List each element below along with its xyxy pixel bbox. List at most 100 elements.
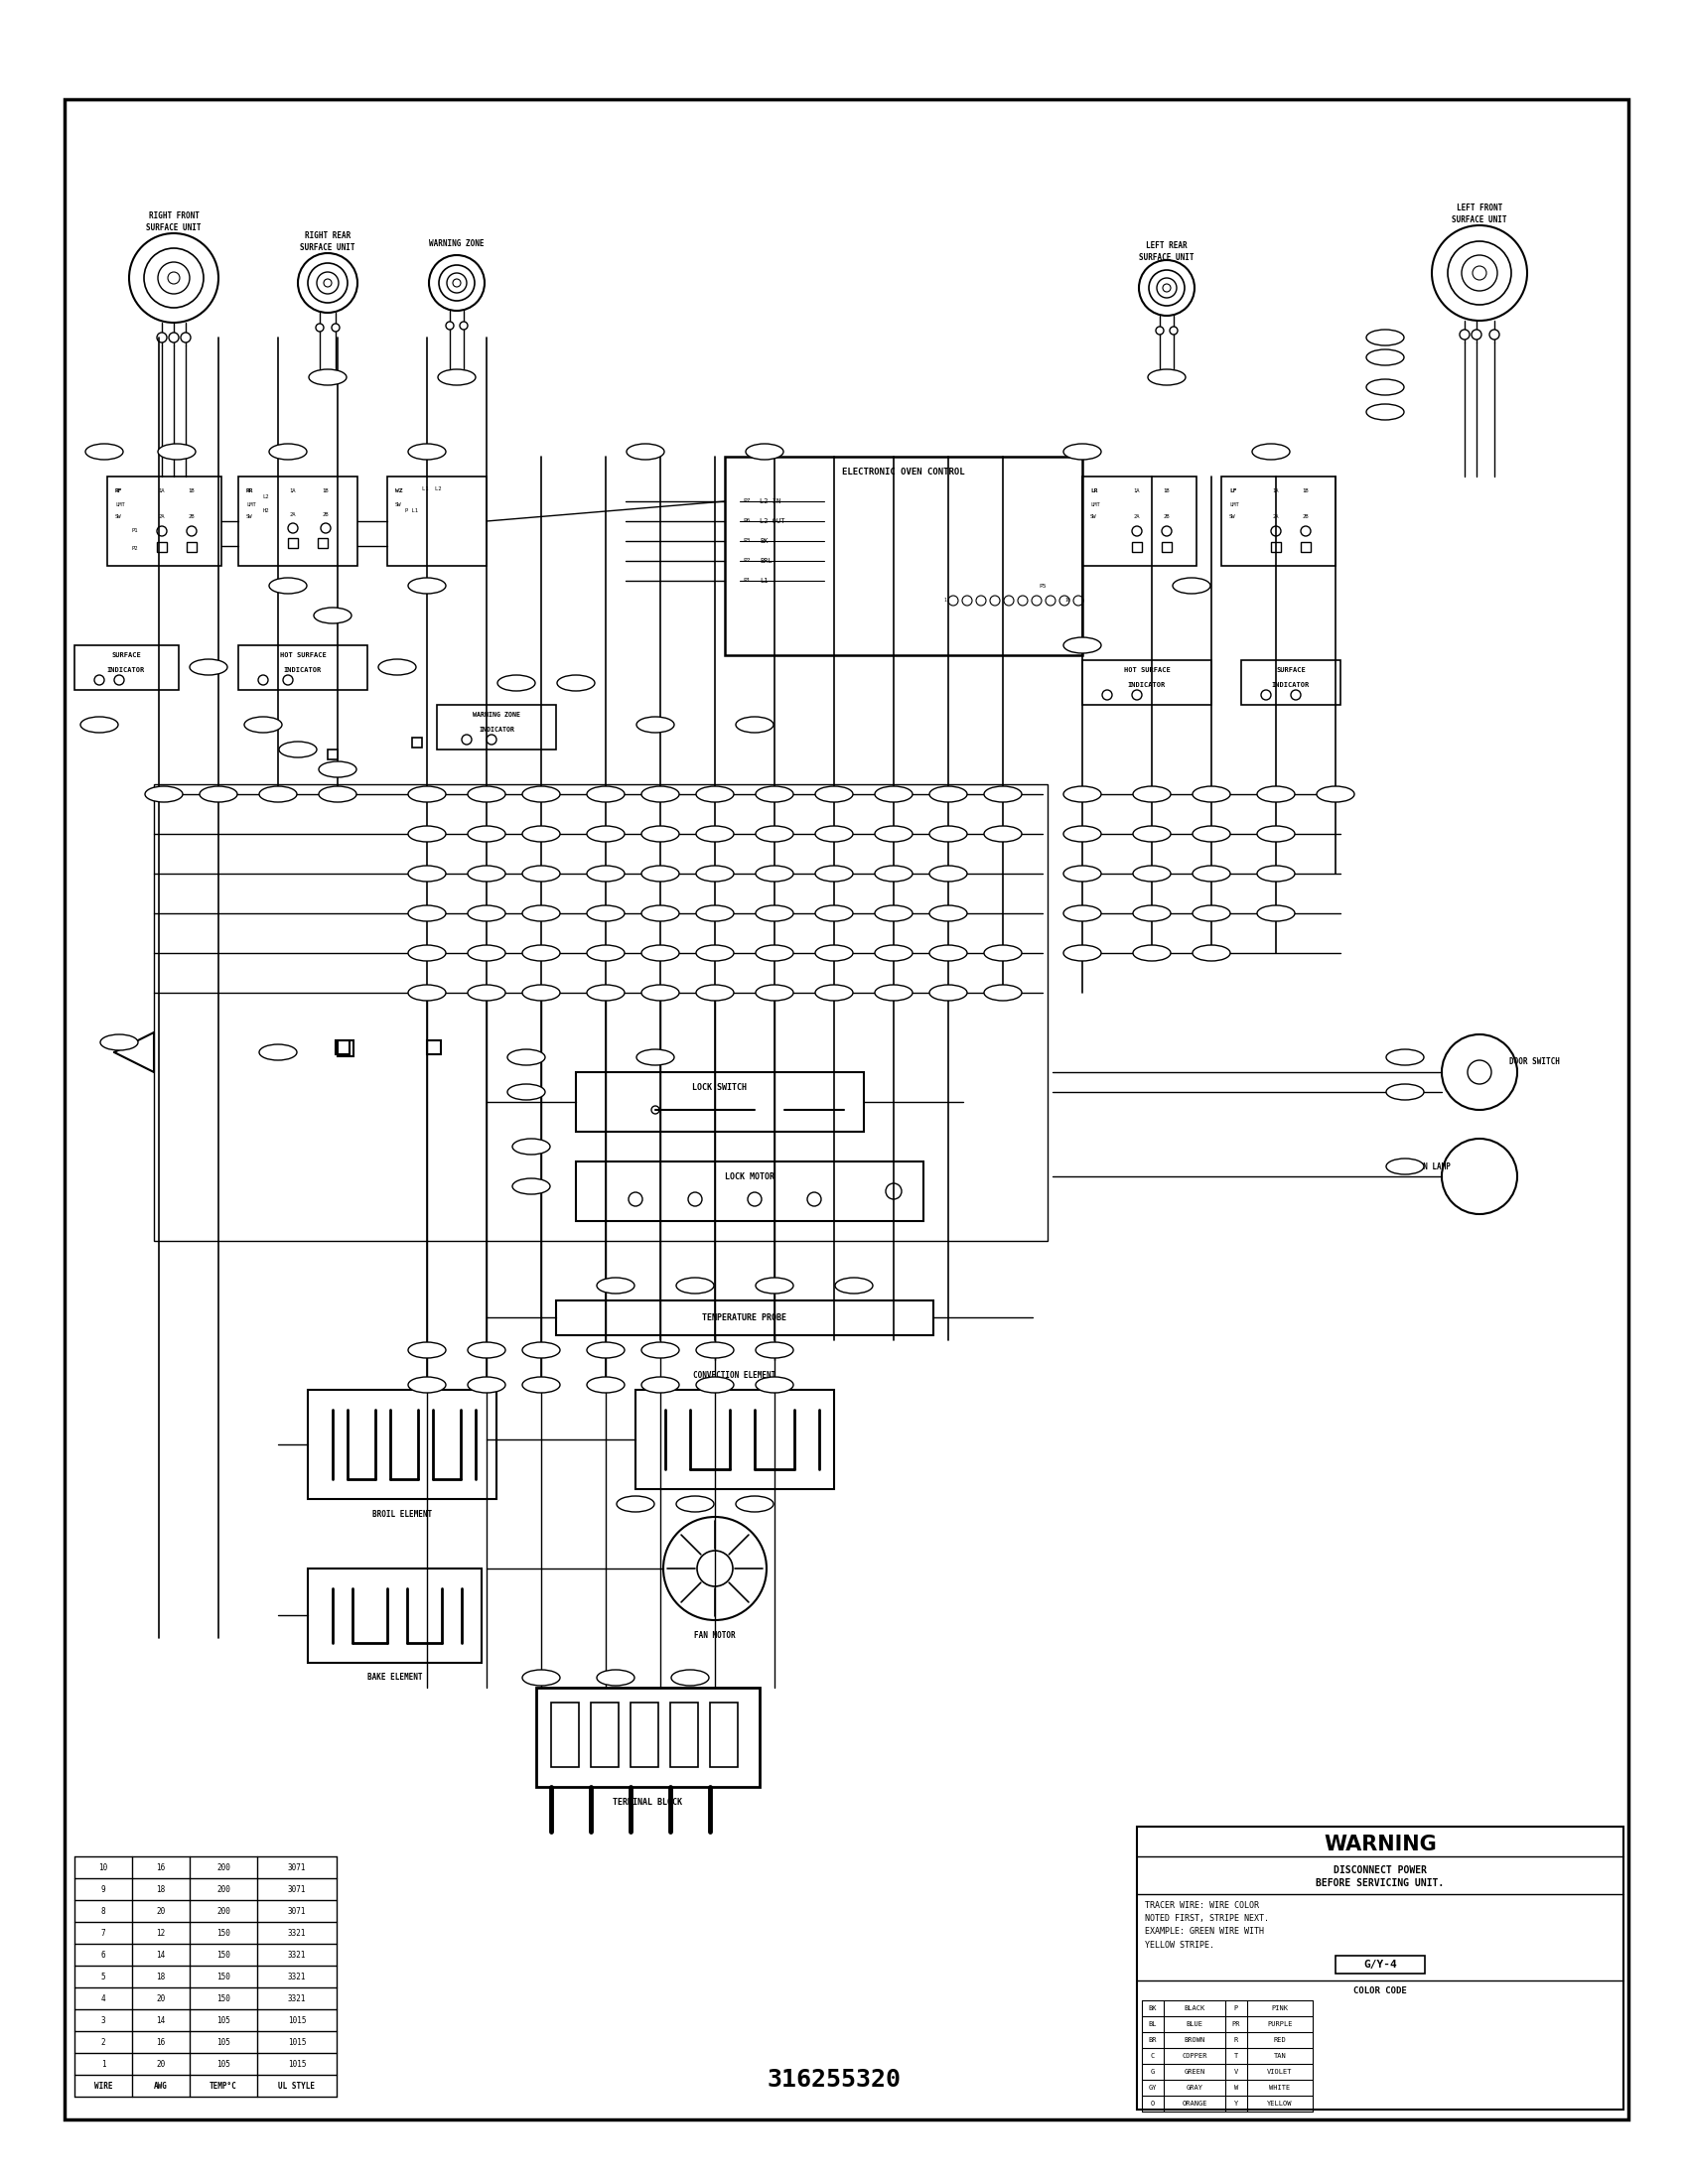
- Ellipse shape: [1133, 826, 1171, 841]
- Text: 105: 105: [216, 2038, 230, 2046]
- Text: P7: P7: [743, 498, 749, 505]
- Text: NOTED FIRST, STRIPE NEXT.: NOTED FIRST, STRIPE NEXT.: [1144, 1915, 1269, 1924]
- Bar: [711, 1704, 738, 1767]
- Text: 3321: 3321: [287, 1972, 306, 1981]
- Text: BK-9: BK-9: [1075, 642, 1089, 649]
- Text: BL/W-10: BL/W-10: [1376, 384, 1396, 389]
- Ellipse shape: [1192, 786, 1231, 802]
- Text: 105: 105: [216, 2016, 230, 2025]
- Text: 1A: 1A: [159, 489, 165, 494]
- Ellipse shape: [695, 906, 734, 922]
- Text: GREEN: GREEN: [1183, 2068, 1205, 2075]
- Ellipse shape: [1063, 786, 1101, 802]
- Text: TRACER WIRE: WIRE COLOR: TRACER WIRE: WIRE COLOR: [1144, 1902, 1259, 1911]
- Ellipse shape: [756, 946, 793, 961]
- Text: P: P: [1234, 2005, 1239, 2011]
- Text: HOT SURFACE: HOT SURFACE: [280, 653, 326, 657]
- Text: SW: SW: [395, 502, 402, 507]
- Text: * OVEN LAMP: * OVEN LAMP: [1399, 1162, 1450, 1171]
- Text: SW: SW: [1229, 513, 1236, 520]
- Ellipse shape: [468, 946, 505, 961]
- Ellipse shape: [189, 660, 228, 675]
- Text: 3: 3: [101, 2016, 106, 2025]
- Text: W-1: W-1: [571, 681, 581, 686]
- Bar: [550, 1704, 579, 1767]
- Text: 105: 105: [216, 2060, 230, 2068]
- Ellipse shape: [522, 985, 560, 1000]
- Text: BEFORE SERVICING UNIT.: BEFORE SERVICING UNIT.: [1317, 1878, 1445, 1889]
- Text: 10: 10: [1065, 598, 1070, 603]
- Ellipse shape: [1192, 946, 1231, 961]
- Text: 1B: 1B: [189, 489, 194, 494]
- Bar: [187, 542, 196, 553]
- Text: O-1D: O-1D: [1379, 334, 1391, 341]
- Text: 2B: 2B: [1163, 513, 1170, 520]
- Circle shape: [1460, 330, 1470, 339]
- Ellipse shape: [1133, 946, 1171, 961]
- Text: BRL: BRL: [760, 557, 771, 563]
- Ellipse shape: [1366, 349, 1404, 365]
- Text: TAN: TAN: [1273, 2053, 1286, 2060]
- Ellipse shape: [408, 826, 446, 841]
- Text: 316255320: 316255320: [766, 2068, 901, 2092]
- Ellipse shape: [1258, 826, 1295, 841]
- Ellipse shape: [260, 786, 297, 802]
- Ellipse shape: [815, 786, 852, 802]
- Text: BR: BR: [1148, 2038, 1156, 2042]
- Ellipse shape: [468, 1376, 505, 1393]
- Ellipse shape: [598, 1671, 635, 1686]
- Ellipse shape: [468, 906, 505, 922]
- Circle shape: [1156, 328, 1163, 334]
- Text: LMT: LMT: [1229, 502, 1239, 507]
- Text: 20: 20: [157, 1994, 165, 2003]
- Ellipse shape: [199, 786, 238, 802]
- Ellipse shape: [378, 660, 415, 675]
- Bar: [317, 537, 327, 548]
- Bar: [157, 542, 167, 553]
- Text: W-1: W-1: [115, 1040, 123, 1044]
- Ellipse shape: [695, 1376, 734, 1393]
- Text: BL-10: BL-10: [319, 376, 336, 380]
- Ellipse shape: [984, 826, 1021, 841]
- Ellipse shape: [508, 1048, 545, 1066]
- Text: GY-9: GY-9: [390, 664, 403, 670]
- Text: 20: 20: [157, 2060, 165, 2068]
- Text: BL-10: BL-10: [324, 614, 341, 618]
- Text: SURFACE: SURFACE: [1276, 666, 1305, 673]
- Ellipse shape: [815, 946, 852, 961]
- Text: P5: P5: [1038, 583, 1047, 587]
- Ellipse shape: [930, 826, 967, 841]
- Ellipse shape: [587, 786, 625, 802]
- Bar: [427, 1040, 441, 1055]
- Text: 2A: 2A: [1134, 513, 1139, 520]
- Circle shape: [446, 321, 454, 330]
- Ellipse shape: [756, 906, 793, 922]
- Text: 16: 16: [157, 2038, 165, 2046]
- Ellipse shape: [587, 1343, 625, 1358]
- Ellipse shape: [641, 1343, 679, 1358]
- Ellipse shape: [1366, 404, 1404, 419]
- Text: UL STYLE: UL STYLE: [279, 2081, 316, 2090]
- Ellipse shape: [468, 865, 505, 882]
- Ellipse shape: [408, 1376, 446, 1393]
- Bar: [591, 1704, 618, 1767]
- Bar: [412, 738, 422, 747]
- Bar: [576, 1162, 923, 1221]
- Ellipse shape: [677, 1496, 714, 1511]
- Text: 9: 9: [101, 1885, 106, 1894]
- Text: CONVECTION ELEMENT: CONVECTION ELEMENT: [694, 1372, 776, 1380]
- Text: 2A: 2A: [1273, 513, 1280, 520]
- Text: WIRE: WIRE: [95, 2081, 113, 2090]
- Ellipse shape: [587, 826, 625, 841]
- Text: BK-3: BK-3: [609, 1284, 621, 1289]
- Bar: [631, 1704, 658, 1767]
- Bar: [336, 1040, 349, 1055]
- Text: RED: RED: [1273, 2038, 1286, 2042]
- Ellipse shape: [756, 786, 793, 802]
- Circle shape: [181, 332, 191, 343]
- Text: LMT: LMT: [115, 502, 125, 507]
- Bar: [74, 644, 179, 690]
- Text: 1B: 1B: [1163, 489, 1170, 494]
- Ellipse shape: [636, 716, 674, 732]
- Ellipse shape: [815, 865, 852, 882]
